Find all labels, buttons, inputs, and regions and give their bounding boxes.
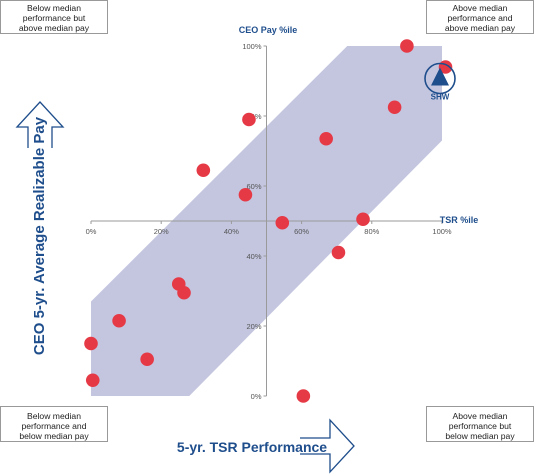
y-label: CEO 5-yr. Average Realizable Pay (31, 116, 48, 355)
quadrant-line: performance and (447, 13, 513, 23)
x-tick-label: 20% (154, 227, 169, 236)
arrow-right-icon (300, 418, 355, 474)
quadrant-label-top-left: Below median performance but above media… (0, 0, 108, 34)
data-point (238, 187, 253, 202)
data-point (331, 245, 346, 260)
data-point (112, 313, 126, 328)
highlight-ring (424, 62, 456, 95)
data-point (275, 215, 290, 230)
y-tick-label: 100% (242, 42, 262, 51)
data-point (400, 39, 414, 53)
quadrant-line: Above median (452, 411, 508, 421)
data-point (242, 112, 256, 127)
quadrant-line: performance but (448, 421, 512, 431)
quadrant-line: below median pay (19, 431, 89, 441)
data-points (84, 39, 453, 403)
data-point (387, 100, 402, 115)
y-axis-title: CEO Pay %ile (239, 25, 298, 35)
quadrant-line: performance and (21, 421, 87, 431)
y-tick-label: 20% (246, 322, 261, 331)
quadrant-label-top-right: Above median performance and above media… (426, 0, 534, 34)
data-point (84, 336, 98, 351)
data-point (319, 131, 333, 146)
data-point (196, 163, 211, 178)
data-point (177, 285, 191, 300)
quadrant-line: Below median (27, 411, 81, 421)
quadrant-line: Below median (27, 3, 81, 13)
triangle-marker-icon (431, 67, 449, 86)
x-tick-label: 60% (294, 227, 309, 236)
quadrant-label-bottom-left: Below median performance and below media… (0, 406, 108, 442)
x-label: 5-yr. TSR Performance (177, 439, 327, 455)
data-point (140, 352, 154, 367)
data-point (296, 389, 311, 403)
quadrant-line: above median pay (18, 23, 90, 33)
x-tick-label: 100% (432, 227, 452, 236)
y-tick-label: 60% (246, 182, 261, 191)
highlight-marker: SHW (424, 62, 456, 102)
x-axis-title: TSR %ile (440, 215, 479, 225)
highlight-label: SHW (431, 93, 450, 102)
y-tick-label: 0% (251, 392, 262, 401)
quadrant-line: performance but (22, 13, 86, 23)
data-point (85, 373, 100, 388)
data-point (356, 212, 370, 227)
x-tick-label: 40% (224, 227, 239, 236)
axes (91, 46, 442, 396)
y-tick-label: 40% (246, 252, 261, 261)
arrow-up-icon (15, 101, 65, 148)
quadrant-line: below median pay (445, 431, 515, 441)
quadrant-line: Above median (452, 3, 508, 13)
quadrant-label-bottom-right: Above median performance but below media… (426, 406, 534, 442)
x-tick-label: 0% (86, 227, 97, 236)
x-tick-label: 80% (364, 227, 379, 236)
quadrant-line: above median pay (444, 23, 516, 33)
